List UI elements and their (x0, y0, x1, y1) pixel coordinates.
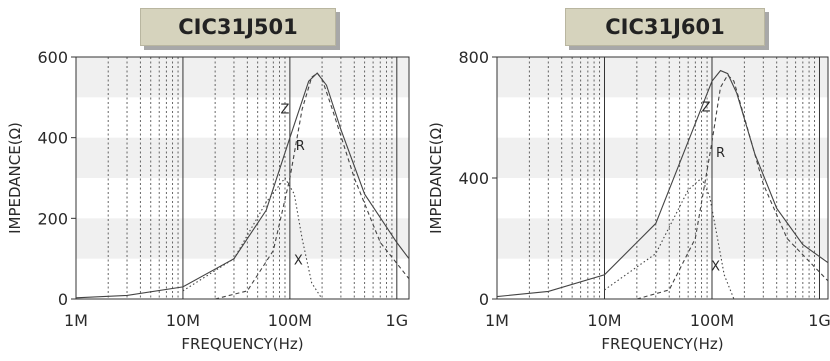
chart-title-2: CIC31J601 (565, 8, 765, 46)
c2-x-axis-title: FREQUENCY(Hz) (601, 335, 723, 353)
c1-x-tick-label: 1M (64, 311, 88, 330)
c1-series-x-line (182, 177, 323, 299)
c1-curve-label-r: R (296, 139, 305, 154)
c1-x-tick-label: 1G (386, 311, 409, 330)
chart-title-1: CIC31J501 (140, 8, 336, 46)
c1-plot-frame (75, 56, 410, 300)
c1-y-tick-label: 400 (37, 129, 68, 148)
chart-panel-2: CIC31J601 0 400 800 1M 10M 100M 1G FREQUENCY(Hz… (415, 0, 830, 361)
c1-y-tick-label: 0 (58, 290, 68, 309)
c1-y-tick-label: 200 (37, 209, 68, 228)
c2-grid-band (497, 57, 828, 98)
c2-y-tick-label: 400 (458, 169, 489, 188)
c1-grid-band (76, 137, 409, 178)
c2-x-tick-label: 100M (690, 311, 734, 330)
c2-y-tick-label: 800 (458, 48, 489, 67)
c2-y-axis-title: IMPEDANCE(Ω) (427, 122, 445, 234)
chart-title-box-1: CIC31J501 (140, 8, 340, 50)
c2-curve-label-r: R (716, 146, 725, 161)
c1-y-tick-label: 600 (37, 48, 68, 67)
chart-panel-1: CIC31J501 0 200 400 600 1M 10M 100M 1G FREQUENCY… (6, 8, 410, 353)
impedance-chart-2: 0 400 800 1M 10M 100M 1G FREQUENCY(Hz) IMPEDANCE… (427, 48, 830, 353)
c1-series-z-line (76, 72, 409, 299)
c2-x-tick-label: 1M (485, 311, 509, 330)
c2-y-tick-label: 0 (479, 290, 489, 309)
c1-x-axis-title: FREQUENCY(Hz) (181, 335, 303, 353)
c1-grid-band (76, 57, 409, 98)
c1-grid-band (76, 218, 409, 259)
c2-grid-band (497, 218, 828, 259)
chart-title-box-2: CIC31J601 (565, 8, 769, 50)
impedance-chart-1: 0 200 400 600 1M 10M 100M 1G FREQUENCY(Hz) IMPEDA… (6, 48, 410, 353)
c2-x-tick-label: 1G (808, 311, 830, 330)
c1-x-tick-label: 10M (166, 311, 200, 330)
c2-x-tick-label: 10M (587, 311, 621, 330)
c1-series-r-line (214, 72, 409, 299)
c2-series-z-line (497, 69, 828, 298)
c2-curve-label-x: X (711, 259, 720, 274)
c2-curve-label-z: Z (702, 100, 711, 115)
c1-curve-label-z: Z (281, 102, 290, 117)
c2-series-r-line (636, 74, 828, 299)
c1-x-tick-label: 100M (268, 311, 312, 330)
c2-grid-band (497, 137, 828, 178)
c1-y-axis-title: IMPEDANCE(Ω) (6, 122, 24, 234)
c1-curve-label-x: X (294, 254, 303, 269)
c2-series-x-line (604, 177, 735, 299)
